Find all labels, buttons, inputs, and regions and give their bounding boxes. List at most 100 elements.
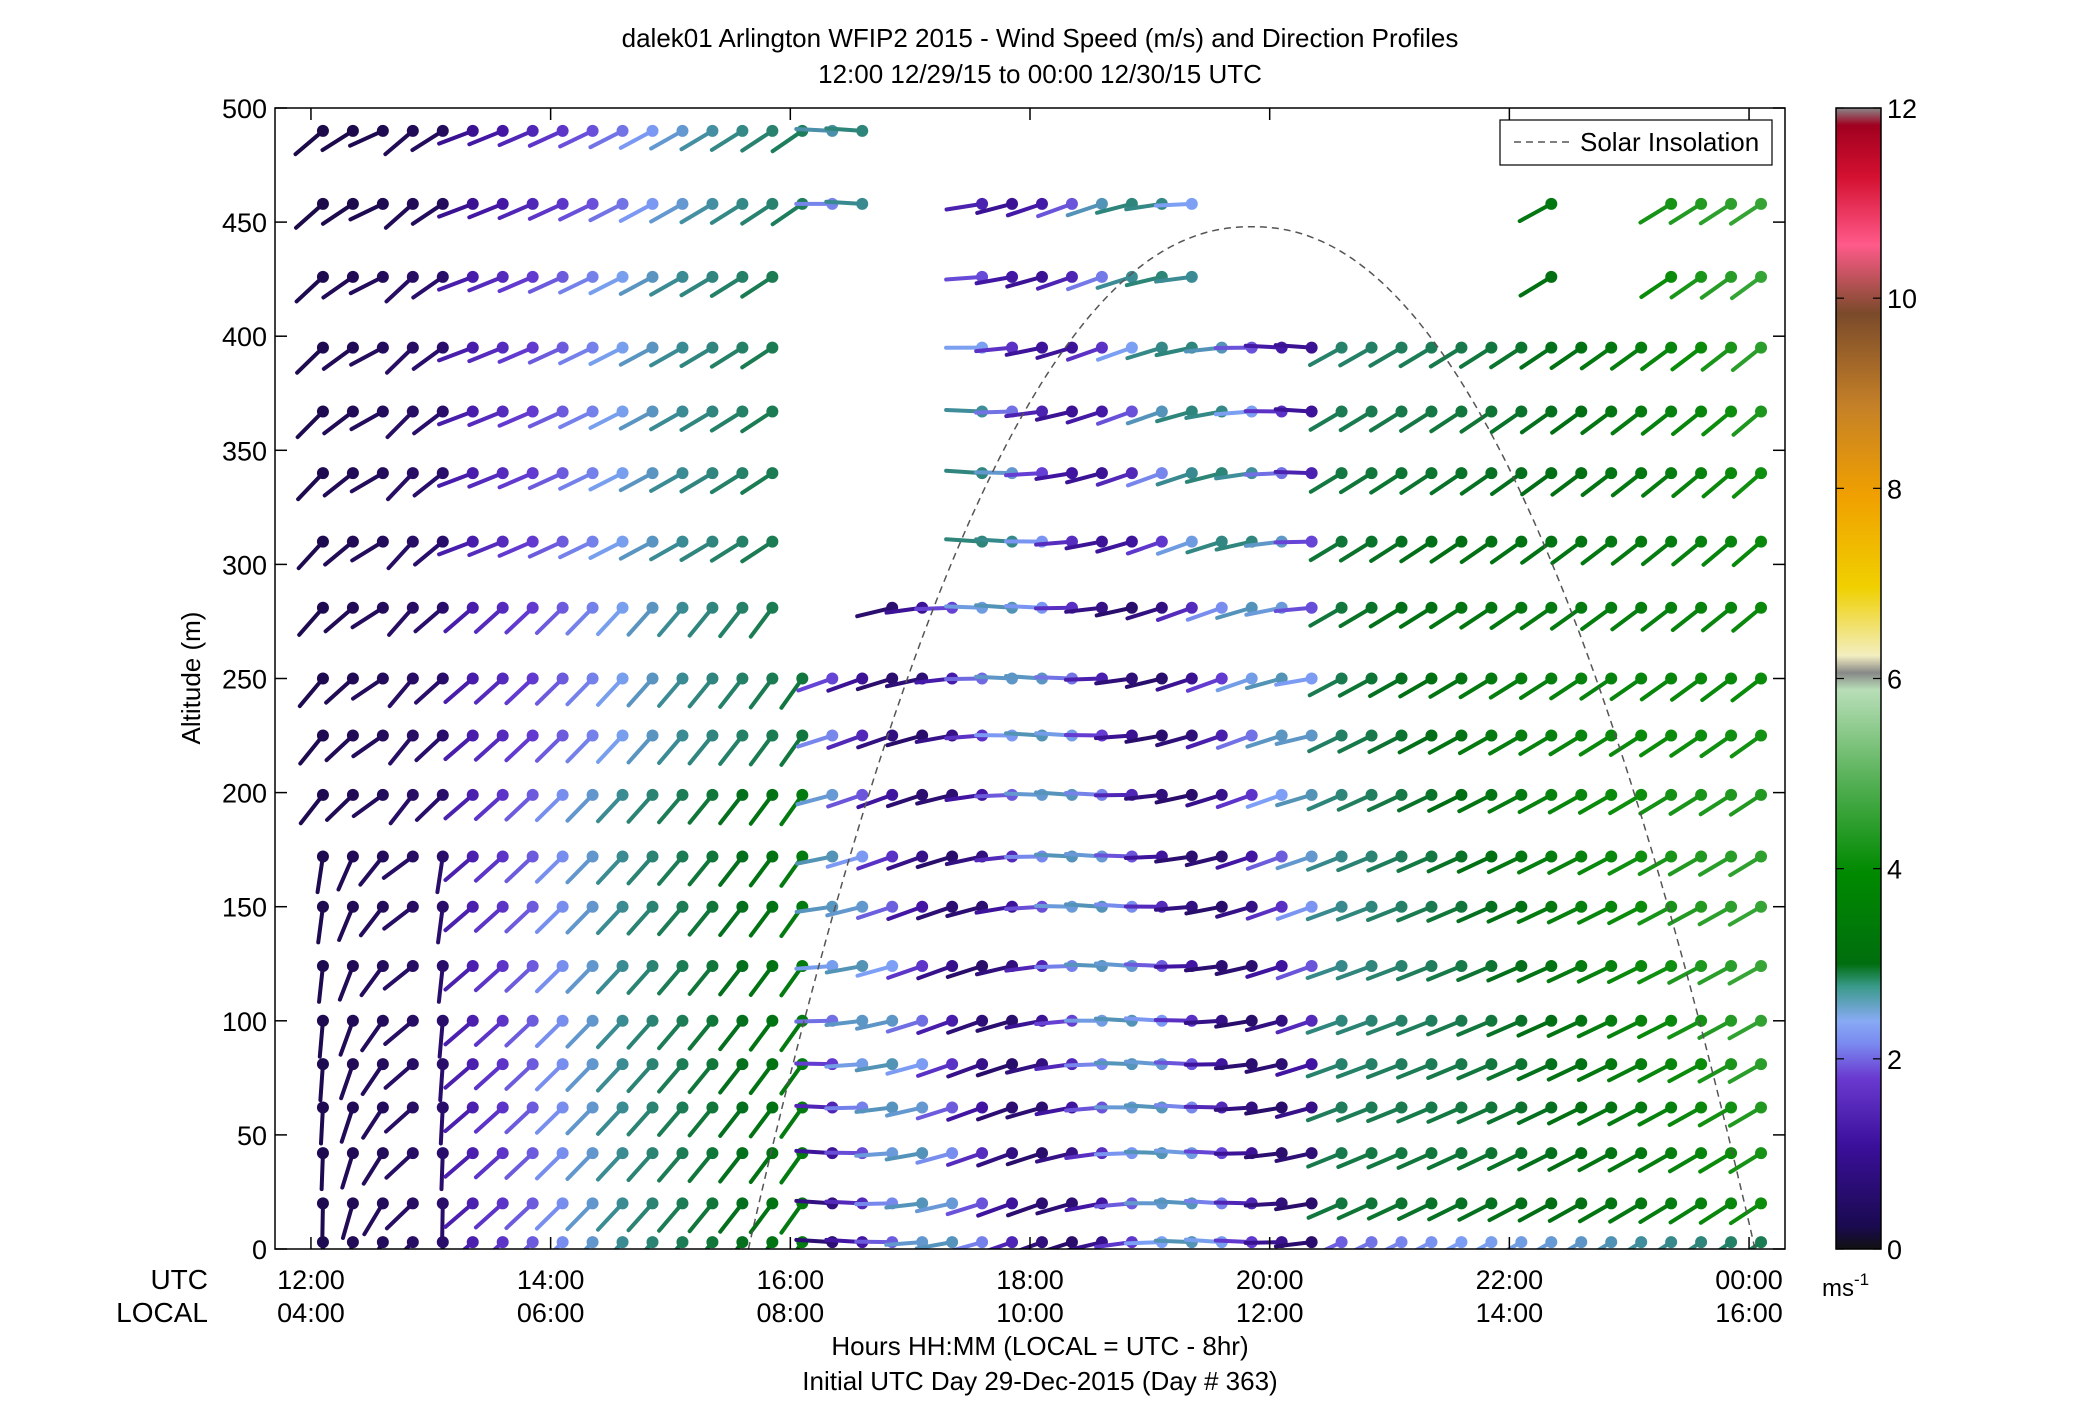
wind-barb — [361, 1101, 389, 1140]
wind-barb-shaft — [944, 201, 985, 212]
wind-barb-dot — [346, 601, 359, 614]
wind-barb — [1396, 850, 1438, 873]
wind-barb — [497, 405, 539, 428]
wind-barb-dot — [1245, 1014, 1258, 1027]
wind-barb — [1273, 535, 1318, 548]
wind-barb — [884, 1197, 929, 1210]
wind-barb — [1697, 960, 1738, 986]
wind-barb-dot — [616, 405, 629, 418]
wind-barb-shaft — [1549, 605, 1584, 631]
wind-barb-dot — [916, 1197, 929, 1210]
wind-barb-dot — [316, 729, 329, 742]
wind-barb-dot — [1155, 601, 1168, 614]
wind-barb-dot — [1665, 1197, 1678, 1210]
wind-barb — [1305, 960, 1348, 980]
wind-barb — [1667, 1014, 1708, 1040]
wind-barb-dot — [1755, 672, 1768, 685]
wind-barb-shaft — [293, 128, 325, 157]
wind-barb-dot — [1006, 1197, 1019, 1210]
wind-barb-shaft — [1215, 733, 1254, 750]
legend-label: Solar Insolation — [1580, 127, 1759, 157]
wind-barb — [437, 535, 479, 557]
wind-barb-shaft — [565, 964, 595, 994]
wind-barb-shaft — [1244, 1018, 1284, 1033]
wind-barb — [316, 1058, 329, 1103]
wind-barb — [687, 1147, 719, 1184]
colorbar-unit-exp: -1 — [1854, 1270, 1869, 1289]
wind-barb-dot — [346, 850, 359, 863]
wind-barb-dot — [466, 1147, 479, 1160]
wind-barb-dot — [676, 341, 689, 354]
wind-barb — [384, 1197, 419, 1231]
wind-barb-shaft — [1185, 792, 1224, 808]
wind-barb — [436, 1058, 449, 1103]
wind-barb-dot — [766, 850, 779, 863]
wind-barb-shaft — [1245, 904, 1284, 921]
wind-barb-dot — [1395, 900, 1408, 913]
wind-barb-dot — [1365, 1147, 1378, 1160]
wind-barb-shaft — [649, 345, 685, 368]
wind-barb-dot — [346, 197, 359, 210]
wind-barb — [1697, 1058, 1738, 1084]
wind-barb-dot — [1635, 788, 1648, 801]
wind-barb — [649, 405, 689, 432]
wind-barb-dot — [646, 270, 659, 283]
wind-barb — [1577, 1147, 1618, 1173]
wind-barb-shaft — [1535, 1240, 1554, 1249]
wind-barb — [1640, 601, 1678, 632]
wind-barb — [473, 1197, 509, 1230]
wind-barb-dot — [1635, 960, 1648, 973]
wind-barb — [473, 900, 509, 933]
wind-barb — [1399, 405, 1438, 433]
wind-barb-dot — [1365, 960, 1378, 973]
wind-barb-shaft — [315, 854, 325, 895]
wind-barb-dot — [1395, 729, 1408, 742]
wind-barb-shaft — [687, 676, 715, 709]
wind-barb — [748, 960, 779, 997]
wind-barb — [626, 788, 659, 824]
wind-barb — [626, 729, 659, 765]
x-tick-label-utc: 12:00 — [277, 1265, 345, 1295]
wind-barb — [1338, 467, 1378, 495]
wind-barb-shaft — [1607, 1062, 1644, 1083]
wind-barb-dot — [1125, 672, 1138, 685]
wind-barb — [1275, 1058, 1318, 1077]
wind-barb-shaft — [1728, 792, 1764, 817]
wind-barb — [595, 729, 629, 764]
wind-barb — [1337, 729, 1378, 754]
wind-barb — [565, 601, 599, 636]
wind-barb-dot — [316, 672, 329, 685]
wind-barb — [1516, 1014, 1558, 1038]
wind-barb — [657, 1014, 689, 1051]
wind-barb — [1727, 900, 1768, 927]
wind-barb-shaft — [1731, 409, 1764, 437]
wind-barb-shaft — [1698, 201, 1734, 226]
wind-barb-shaft — [1094, 676, 1134, 686]
wind-barb-dot — [556, 1147, 569, 1160]
wind-barb-shaft — [527, 539, 565, 559]
wind-barb — [504, 900, 539, 934]
wind-barb — [492, 1236, 509, 1249]
wind-barb-dot — [766, 729, 779, 742]
wind-barb-dot — [1725, 270, 1738, 283]
wind-barb-shaft — [381, 854, 415, 880]
wind-barb-dot — [436, 405, 449, 418]
wind-barb — [497, 467, 539, 490]
wind-barb — [527, 467, 569, 491]
wind-barb — [1184, 850, 1228, 868]
wind-barb — [497, 535, 539, 558]
wind-barb-shaft — [1550, 409, 1584, 435]
wind-barb-dot — [406, 124, 419, 137]
wind-barb — [1365, 1058, 1408, 1080]
wind-barb-dot — [1365, 467, 1378, 480]
wind-barb-shaft — [361, 1151, 385, 1186]
wind-barb-dot — [346, 960, 359, 973]
wind-barb-dot — [436, 341, 449, 354]
wind-barb — [1426, 900, 1468, 923]
wind-barb — [1273, 1236, 1318, 1249]
wind-barb-dot — [466, 1014, 479, 1027]
wind-barb-dot — [1455, 900, 1468, 913]
wind-barb-dot — [406, 1014, 419, 1027]
wind-barb — [748, 601, 779, 639]
